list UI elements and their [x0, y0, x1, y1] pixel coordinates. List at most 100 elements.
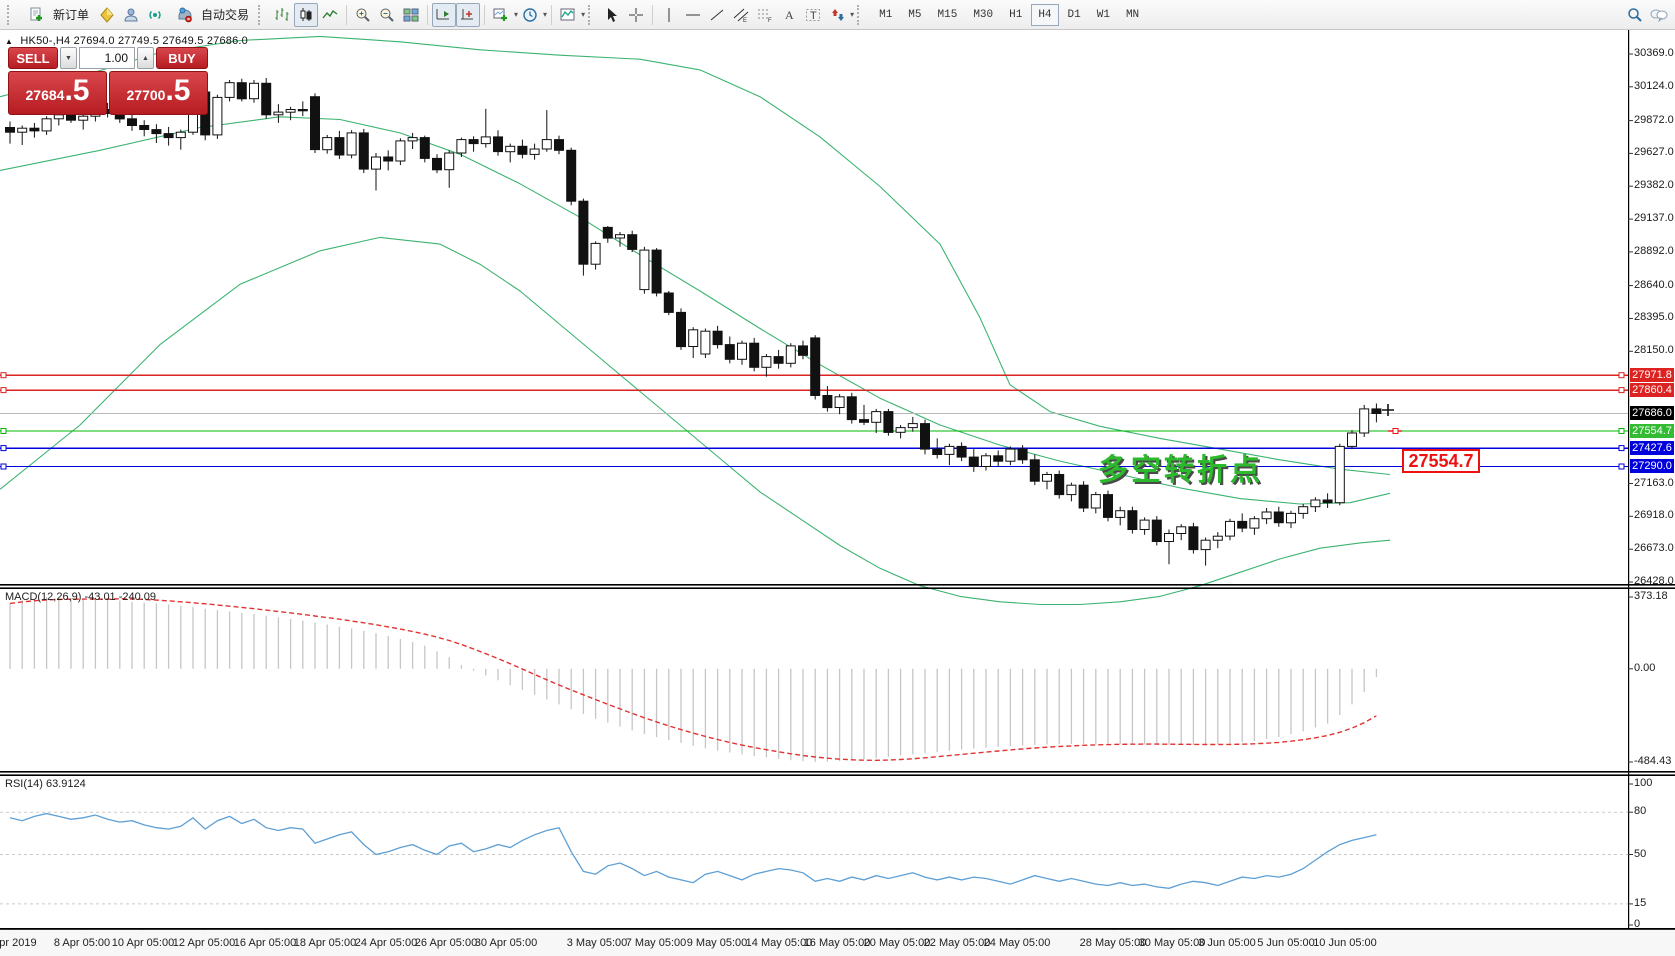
time-axis-label: 14 May 05:00	[745, 937, 813, 949]
price-callout-label[interactable]: 27554.7	[1402, 449, 1480, 473]
buy-price-button[interactable]: 27700.5	[109, 71, 208, 115]
time-axis-label: 5 Jun 05:00	[1257, 937, 1315, 949]
toolbar-grip[interactable]	[857, 4, 864, 25]
fibonacci-tool-icon[interactable]: F	[753, 3, 777, 27]
crosshair-icon[interactable]	[624, 3, 648, 27]
pane-separator	[0, 774, 1675, 776]
zoom-out-icon[interactable]	[375, 3, 399, 27]
profiles-icon[interactable]	[518, 3, 542, 27]
market-watch-icon[interactable]	[95, 3, 119, 27]
candles-group	[5, 78, 1382, 566]
buy-button[interactable]: BUY	[156, 47, 208, 69]
timeframe-M15-button[interactable]: M15	[931, 4, 965, 26]
arrows-dropdown[interactable]: ▾	[850, 10, 855, 19]
price-axis-label: 26918.0	[1634, 509, 1674, 522]
toolbar-separator	[346, 4, 348, 25]
pane-separator	[0, 771, 1675, 773]
chart-ohlc-values: 27694.0 27749.5 27649.5 27686.0	[73, 35, 248, 47]
arrows-tool-icon[interactable]	[825, 3, 849, 27]
price-axis-line	[1628, 30, 1630, 929]
price-axis-label: 28892.0	[1634, 244, 1674, 257]
timeframe-M1-button[interactable]: M1	[872, 4, 899, 26]
timeframe-H4-button[interactable]: H4	[1031, 3, 1059, 26]
macd-axis-label: 373.18	[1634, 590, 1668, 602]
collapse-triangle-icon[interactable]: ▲	[5, 37, 14, 46]
candlestick-chart-type-icon[interactable]	[294, 2, 319, 27]
current-bar-marker	[1382, 404, 1394, 416]
zoom-in-icon[interactable]	[351, 3, 375, 27]
chart-shift-icon[interactable]	[456, 2, 481, 27]
timeframe-W1-button[interactable]: W1	[1090, 4, 1117, 26]
trendline-tool-icon[interactable]	[705, 3, 729, 27]
indicators-dropdown[interactable]: ▾	[581, 10, 586, 19]
text-tool-icon[interactable]: A	[777, 3, 801, 27]
toolbar-grip[interactable]	[258, 4, 265, 25]
time-axis-label: 18 Apr 05:00	[293, 937, 357, 949]
bar-chart-type-icon[interactable]	[270, 3, 294, 27]
line-handle	[1618, 387, 1625, 394]
timeframe-D1-button[interactable]: D1	[1061, 4, 1088, 26]
new-chart-dropdown[interactable]: ▾	[514, 10, 519, 19]
rsi-indicator-label: RSI(14) 63.9124	[5, 778, 86, 790]
time-axis-label: 10 Apr 05:00	[111, 937, 175, 949]
new-order-icon	[25, 3, 49, 27]
price-chart-canvas[interactable]	[0, 30, 1675, 956]
autotrading-icon	[173, 3, 197, 27]
buy-price-main: 27700	[126, 87, 166, 103]
volume-input[interactable]: 1.00	[79, 47, 135, 69]
macd-signal-line	[9, 598, 1377, 762]
macd-histogram	[9, 597, 1378, 762]
price-axis-label: 30369.0	[1634, 47, 1674, 59]
chat-icon[interactable]	[1647, 3, 1671, 27]
chart-window: ▲ HK50-,H4 27694.0 27749.5 27649.5 27686…	[0, 30, 1675, 956]
line-handle	[1618, 372, 1625, 379]
timeframe-M30-button[interactable]: M30	[966, 4, 1000, 26]
toolbar-grip[interactable]	[7, 4, 14, 25]
price-axis-label: 26673.0	[1634, 542, 1674, 555]
time-axis-label: 22 May 05:00	[923, 937, 991, 949]
equidistant-channel-tool-icon[interactable]: E	[729, 3, 753, 27]
volume-decrease-button[interactable]: ▼	[60, 47, 77, 69]
rsi-axis-label: 100	[1634, 777, 1653, 789]
timeframe-MN-button[interactable]: MN	[1119, 4, 1146, 26]
price-axis-label: 29382.0	[1634, 179, 1674, 192]
sell-button[interactable]: SELL	[8, 47, 58, 69]
auto-scroll-icon[interactable]	[432, 2, 457, 27]
price-axis-label: 30124.0	[1634, 79, 1674, 92]
new-chart-icon[interactable]	[489, 3, 513, 27]
timeframe-bar: M1 M5 M15 M30 H1 H4 D1 W1 MN	[871, 3, 1147, 26]
timeframe-H1-button[interactable]: H1	[1002, 4, 1029, 26]
profiles-dropdown[interactable]: ▾	[543, 10, 548, 19]
horizontal-line-tool-icon[interactable]	[681, 3, 705, 27]
toolbar-grip[interactable]	[588, 4, 595, 25]
line-chart-type-icon[interactable]	[318, 3, 342, 27]
sell-price-button[interactable]: 27684.5	[8, 71, 107, 115]
new-order-button[interactable]: 新订单	[19, 3, 95, 27]
price-axis[interactable]: 30369.0 30124.0 29872.0 29627.0 29382.0 29137…	[1628, 30, 1675, 956]
rsi-axis-label: 15	[1634, 896, 1647, 909]
time-axis-label: 3 May 05:00	[566, 937, 628, 949]
line-handle	[0, 463, 7, 470]
text-label-tool-icon[interactable]: T	[801, 3, 825, 27]
price-line-label: 27427.6	[1630, 441, 1674, 456]
time-axis-label: 3 Apr 2019	[0, 937, 37, 949]
indicators-icon[interactable]	[556, 3, 580, 27]
time-axis-label: 30 May 05:00	[1138, 937, 1206, 949]
search-icon[interactable]	[1623, 3, 1647, 27]
time-axis-label: 30 Apr 05:00	[474, 937, 538, 949]
time-axis-label: 24 Apr 05:00	[354, 937, 418, 949]
timeframe-M5-button[interactable]: M5	[901, 4, 928, 26]
signals-icon[interactable]	[143, 3, 167, 27]
line-handle	[0, 445, 7, 452]
one-click-trading-panel: SELL ▼ 1.00 ▲ BUY 27684.5 27700.5	[8, 47, 208, 115]
cursor-icon[interactable]	[600, 3, 624, 27]
time-axis-label: 9 May 05:00	[686, 937, 748, 949]
vertical-line-tool-icon[interactable]	[657, 3, 681, 27]
autotrading-button[interactable]: 自动交易	[167, 3, 255, 27]
svg-text:F: F	[768, 18, 772, 24]
tile-windows-icon[interactable]	[399, 3, 423, 27]
macd-values: -43.01 -240.09	[84, 591, 157, 603]
volume-increase-button[interactable]: ▲	[137, 47, 154, 69]
accounts-icon[interactable]	[119, 3, 143, 27]
